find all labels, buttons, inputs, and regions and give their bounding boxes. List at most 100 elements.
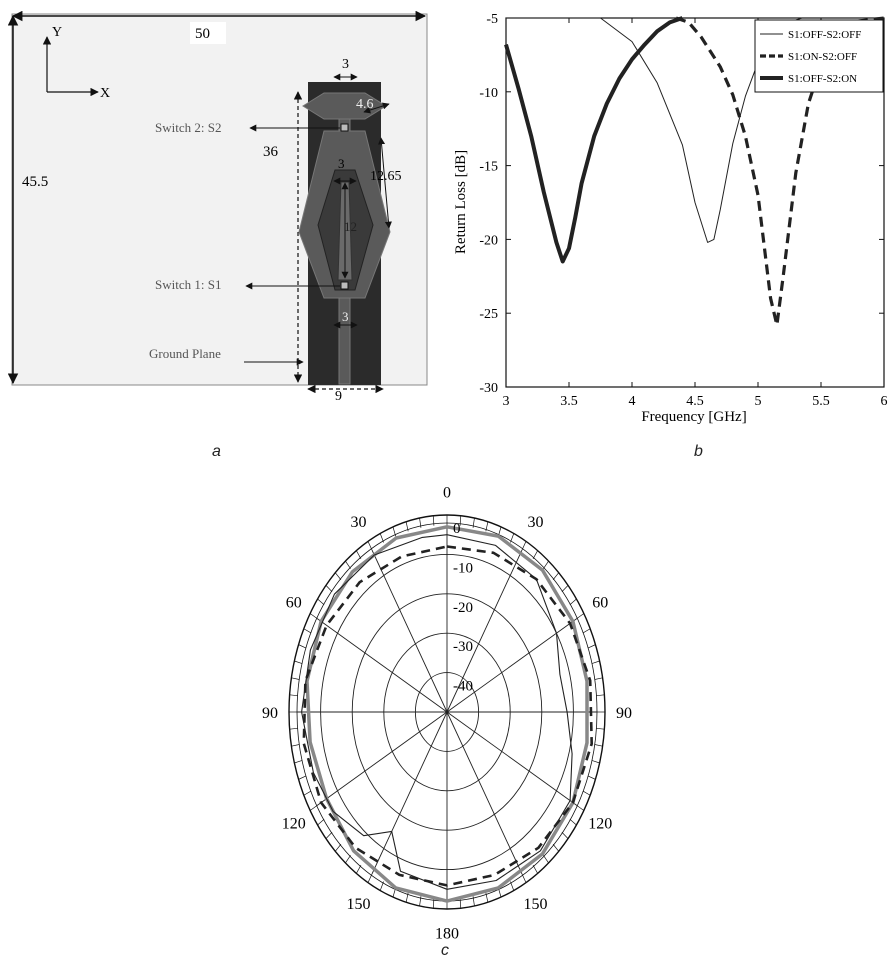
- panel-a-antenna-layout: 50 45.5 Y X 3 4.6 12.65 3 12 3: [7, 10, 428, 460]
- height-label: 45.5: [22, 174, 48, 190]
- rim-tick: [289, 694, 298, 697]
- rim-tick: [587, 644, 596, 649]
- rim-tick: [303, 790, 312, 796]
- angle-label: 150: [523, 896, 547, 913]
- rim-tick: [552, 572, 559, 580]
- rim-tick: [472, 896, 475, 907]
- polar-spoke: [316, 711, 448, 806]
- width-label: 50: [195, 26, 210, 42]
- panel-a-label: a: [212, 443, 221, 460]
- feed-length-label: 36: [263, 144, 279, 160]
- x-tick-label: 5.5: [812, 394, 830, 409]
- radial-tick-label: -10: [453, 560, 473, 576]
- rim-tick: [596, 694, 605, 697]
- inner-top-label: 3: [338, 156, 345, 171]
- rim-tick: [291, 677, 300, 680]
- polar-spoke: [446, 549, 523, 713]
- x-tick-label: 6: [881, 394, 888, 409]
- polar-spoke: [446, 711, 523, 875]
- side-dim: [378, 137, 392, 229]
- rim-tick: [521, 873, 527, 883]
- radial-tick-label: -20: [453, 600, 473, 616]
- chart-b-y-axis-title: Return Loss [dB]: [453, 150, 469, 254]
- rim-tick: [543, 560, 549, 569]
- rim-tick: [591, 760, 600, 764]
- rim-tick: [459, 515, 462, 526]
- panel-c-polar-pattern: 0 30 60 90 120 150 180 150 120 90 60 30 0 -10 -20 -30 -4…: [262, 484, 632, 959]
- rim-tick: [472, 517, 475, 528]
- rim-tick: [591, 660, 600, 664]
- rim-tick: [419, 896, 422, 907]
- rim-tick: [587, 775, 596, 780]
- polar-grid: [288, 514, 606, 910]
- rim-tick: [459, 898, 462, 909]
- angle-label: 0: [443, 484, 451, 501]
- series-line-2: [675, 16, 885, 327]
- radial-tick-label: 0: [453, 521, 461, 537]
- x-tick-label: 5: [755, 394, 762, 409]
- polar-spoke: [316, 618, 448, 713]
- rim-tick: [317, 819, 325, 826]
- rim-tick: [325, 585, 333, 593]
- x-tick-label: 4: [629, 394, 636, 409]
- y-tick-label: -5: [486, 12, 498, 27]
- rim-tick: [294, 760, 303, 764]
- angle-label: 180: [435, 926, 459, 943]
- rim-tick: [291, 744, 300, 747]
- rim-tick: [521, 541, 527, 551]
- polar-series-1: [305, 525, 589, 903]
- angle-label: 120: [282, 815, 306, 832]
- chart-b-x-axis-title: Frequency [GHz]: [641, 409, 746, 425]
- rim-tick: [325, 831, 333, 839]
- switch-s1: [340, 281, 349, 290]
- edge-label: 4.6: [356, 97, 374, 112]
- angle-label: 90: [262, 705, 278, 722]
- rim-tick: [405, 892, 409, 903]
- rim-tick: [317, 598, 325, 605]
- angle-label: 60: [286, 595, 302, 612]
- rim-tick: [379, 533, 384, 543]
- polar-series-3: [301, 534, 573, 890]
- y-tick-label: -20: [479, 233, 498, 248]
- top-width-label: 3: [342, 57, 349, 72]
- polar-spoke: [371, 549, 448, 713]
- legend-label: S1:OFF-S2:ON: [788, 73, 857, 85]
- chart-b-ticks: 3 3.5 4 4.5 5 5.5 6 -5 -10 -15 -20 -25 -30: [479, 12, 887, 409]
- angle-label: 30: [351, 514, 367, 531]
- rim-tick: [485, 892, 489, 903]
- rim-tick: [392, 526, 397, 537]
- rim-tick: [335, 572, 342, 580]
- y-tick-label: -25: [479, 307, 498, 322]
- angle-label: 120: [588, 815, 612, 832]
- legend-label: S1:OFF-S2:OFF: [788, 29, 861, 41]
- panel-c-label: c: [441, 942, 449, 959]
- rim-tick: [298, 644, 307, 649]
- chart-b-legend: S1:OFF-S2:OFF S1:ON-S2:OFF S1:OFF-S2:ON: [754, 19, 884, 93]
- angle-label: 30: [527, 514, 543, 531]
- side-label: 12.65: [370, 169, 402, 184]
- rim-tick: [594, 677, 603, 680]
- ground-width-label: 9: [335, 389, 342, 404]
- rim-tick: [432, 898, 435, 909]
- x-tick-label: 3: [503, 394, 510, 409]
- rim-tick: [289, 727, 298, 730]
- switch-s2: [340, 123, 349, 132]
- rim-tick: [345, 560, 351, 569]
- rim-tick: [532, 865, 538, 874]
- inner-len-label: 12: [344, 219, 357, 234]
- rim-tick: [510, 533, 515, 543]
- switch2-callout: Switch 2: S2: [155, 120, 221, 135]
- rim-tick: [569, 598, 577, 605]
- polar-spoke: [446, 618, 578, 713]
- y-axis-label: Y: [52, 25, 62, 40]
- switch1-callout: Switch 1: S1: [155, 277, 221, 292]
- rim-tick: [543, 855, 549, 864]
- radial-tick-label: -30: [453, 639, 473, 655]
- rim-tick: [294, 660, 303, 664]
- y-tick-label: -10: [479, 86, 498, 101]
- radial-tick-label: -40: [453, 679, 473, 695]
- x-axis-label: X: [100, 86, 110, 101]
- rim-tick: [561, 585, 569, 593]
- rim-tick: [303, 628, 312, 634]
